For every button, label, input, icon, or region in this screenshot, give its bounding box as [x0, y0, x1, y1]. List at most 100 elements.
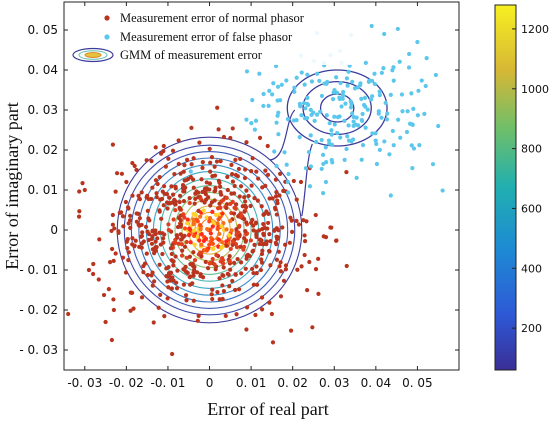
- normal-phasor-point: [207, 219, 212, 224]
- normal-phasor-point: [248, 203, 253, 209]
- normal-phasor-point: [184, 255, 189, 260]
- normal-phasor-point: [159, 196, 165, 202]
- false-phasor-point: [305, 95, 310, 101]
- normal-phasor-point: [254, 232, 259, 237]
- normal-phasor-point: [221, 134, 227, 140]
- normal-phasor-point: [210, 237, 215, 242]
- normal-phasor-point: [161, 236, 166, 241]
- normal-phasor-point: [344, 169, 349, 175]
- normal-phasor-point: [143, 224, 149, 230]
- false-phasor-point: [294, 118, 299, 123]
- normal-phasor-point: [182, 178, 187, 183]
- normal-phasor-point: [199, 177, 204, 182]
- normal-phasor-point: [184, 298, 189, 303]
- normal-phasor-point: [238, 244, 243, 249]
- normal-phasor-point: [227, 233, 232, 238]
- false-phasor-point: [376, 111, 381, 116]
- false-phasor-point: [332, 114, 337, 119]
- normal-phasor-point: [139, 295, 145, 300]
- normal-phasor-point: [109, 337, 114, 343]
- normal-phasor-point: [267, 300, 272, 305]
- normal-phasor-point: [283, 242, 288, 247]
- normal-phasor-point: [213, 185, 218, 191]
- normal-phasor-point: [212, 173, 218, 178]
- false-phasor-point: [370, 131, 375, 136]
- normal-phasor-point: [157, 209, 162, 214]
- normal-phasor-point: [243, 199, 248, 204]
- colorbar-tick-label: 600: [521, 202, 542, 215]
- normal-phasor-point: [266, 220, 271, 226]
- false-phasor-point: [334, 90, 340, 95]
- normal-phasor-point: [305, 287, 310, 293]
- normal-phasor-point: [216, 127, 221, 132]
- normal-phasor-point: [199, 254, 204, 259]
- normal-phasor-point: [181, 169, 186, 174]
- normal-phasor-point: [113, 189, 118, 194]
- false-phasor-point: [252, 127, 257, 132]
- false-phasor-point: [307, 184, 313, 189]
- normal-phasor-point: [80, 180, 85, 186]
- false-phasor-point: [297, 135, 302, 140]
- false-phasor-point: [388, 193, 393, 198]
- normal-phasor-point: [262, 211, 267, 217]
- normal-phasor-point: [329, 225, 334, 230]
- normal-phasor-point: [176, 138, 181, 143]
- legend-label-gmm: GMM of measurement error: [120, 48, 263, 62]
- normal-phasor-point: [281, 188, 286, 193]
- normal-phasor-point: [82, 187, 87, 193]
- normal-phasor-point: [155, 236, 160, 241]
- normal-phasor-point: [265, 172, 271, 177]
- false-phasor-point: [272, 149, 277, 154]
- false-phasor-point: [292, 89, 297, 94]
- x-tick-label: 0: [206, 376, 214, 390]
- normal-phasor-point: [205, 265, 211, 271]
- normal-phasor-point: [169, 286, 175, 291]
- false-phasor-point: [279, 82, 284, 87]
- normal-phasor-point: [244, 140, 249, 145]
- normal-phasor-point: [191, 298, 196, 303]
- false-phasor-point: [314, 112, 320, 117]
- normal-phasor-point: [180, 248, 185, 253]
- normal-phasor-point: [212, 164, 217, 169]
- normal-phasor-point: [266, 248, 272, 254]
- normal-phasor-point: [133, 238, 138, 243]
- normal-phasor-point: [96, 277, 101, 282]
- false-phasor-point: [321, 161, 326, 167]
- normal-phasor-point: [149, 159, 154, 164]
- false-phasor-point: [249, 121, 254, 126]
- false-phasor-point: [306, 102, 311, 107]
- false-phasor-point: [342, 118, 347, 123]
- normal-phasor-point: [182, 215, 187, 220]
- gmm-contour-false-0: [286, 69, 388, 147]
- normal-phasor-point: [187, 254, 193, 259]
- normal-phasor-point: [246, 193, 251, 199]
- false-phasor-point: [301, 100, 307, 106]
- normal-phasor-point: [217, 276, 222, 281]
- normal-phasor-point: [153, 245, 158, 250]
- normal-phasor-point: [173, 240, 178, 246]
- false-phasor-point: [348, 105, 353, 110]
- normal-phasor-point: [333, 238, 339, 243]
- normal-phasor-point: [259, 295, 265, 300]
- normal-phasor-point: [191, 211, 196, 217]
- normal-phasor-point: [301, 218, 306, 223]
- normal-phasor-point: [288, 328, 294, 333]
- normal-phasor-point: [161, 203, 166, 208]
- false-phasor-point: [329, 132, 334, 137]
- false-phasor-point: [302, 116, 308, 121]
- normal-phasor-point: [119, 171, 125, 176]
- normal-phasor-point: [184, 239, 189, 245]
- normal-phasor-point: [273, 177, 279, 182]
- normal-phasor-point: [159, 216, 164, 221]
- normal-phasor-point: [225, 271, 230, 276]
- normal-phasor-point: [249, 169, 254, 174]
- false-phasor-point: [270, 92, 275, 97]
- y-tick-label: 0. 05: [27, 23, 58, 37]
- false-phasor-point: [353, 122, 358, 127]
- normal-phasor-point: [137, 197, 142, 202]
- normal-phasor-point: [235, 236, 240, 241]
- normal-phasor-point: [221, 265, 226, 270]
- normal-phasor-point: [208, 203, 213, 208]
- normal-phasor-point: [153, 231, 158, 237]
- normal-phasor-point: [157, 175, 162, 180]
